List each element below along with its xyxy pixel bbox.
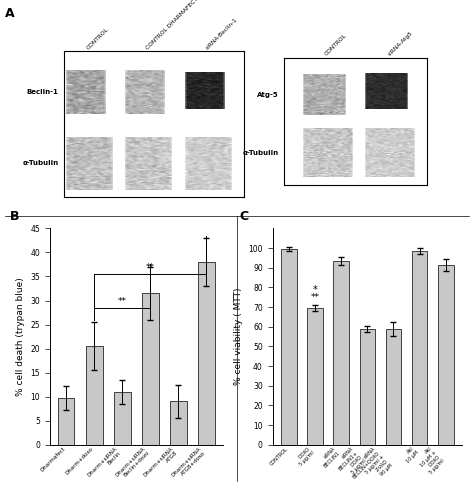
Bar: [58, 398, 74, 445]
Bar: [412, 251, 428, 445]
Text: Atg-5: Atg-5: [257, 92, 279, 98]
Text: CONTROL: CONTROL: [86, 27, 109, 51]
Text: siRNA-Atg5: siRNA-Atg5: [387, 30, 414, 57]
Text: CONTROL: CONTROL: [324, 33, 348, 57]
Text: C: C: [239, 210, 248, 223]
Bar: [386, 329, 401, 445]
Bar: [114, 392, 131, 445]
Text: A: A: [5, 7, 14, 20]
Text: B: B: [9, 210, 19, 223]
Bar: [438, 265, 454, 445]
Bar: [281, 249, 297, 445]
Bar: [86, 346, 102, 445]
Text: siRNA-Beclin-1: siRNA-Beclin-1: [204, 17, 238, 51]
Bar: [333, 261, 349, 445]
Y-axis label: % cell viability ( MTT): % cell viability ( MTT): [234, 288, 243, 385]
Text: **: **: [118, 297, 127, 306]
Bar: [142, 293, 159, 445]
Bar: [170, 401, 187, 445]
Y-axis label: % cell death (trypan blue): % cell death (trypan blue): [16, 277, 25, 396]
Text: *: *: [313, 285, 318, 295]
Text: Beclin-1: Beclin-1: [27, 89, 59, 95]
Text: α-Tubulin: α-Tubulin: [243, 150, 279, 156]
Bar: [359, 329, 375, 445]
Bar: [307, 308, 323, 445]
Text: CONTROL DHARMAFECT: CONTROL DHARMAFECT: [145, 0, 199, 51]
Bar: [198, 262, 215, 445]
Text: **: **: [310, 293, 319, 302]
Text: **: **: [146, 263, 155, 272]
Text: α-Tubulin: α-Tubulin: [22, 160, 59, 166]
